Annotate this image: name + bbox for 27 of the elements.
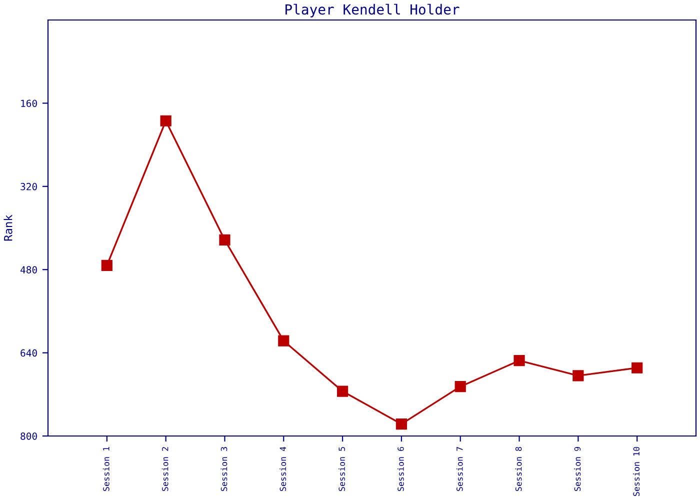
point <box>632 362 643 374</box>
x-tick-label: Session 10 <box>633 446 640 496</box>
x-tick-label: Session 5 <box>338 447 345 492</box>
point <box>572 370 584 382</box>
x-tick-label: Session 9 <box>574 446 581 492</box>
x-tick-label: Session 1 <box>102 446 110 492</box>
point <box>336 386 348 397</box>
y-tick-label: 480 <box>20 266 37 274</box>
x-tick-label: Session 8 <box>515 446 522 492</box>
point <box>219 234 230 246</box>
x-tick-label: Session 6 <box>397 446 404 492</box>
x-tick-label: Session 2 <box>162 447 168 492</box>
point <box>101 260 112 271</box>
point <box>514 355 525 366</box>
chart-title: Player Kendell Holder <box>286 4 460 18</box>
y-tick-label: 160 <box>21 100 37 108</box>
x-tick-label: Session 4 <box>280 446 286 492</box>
point <box>454 381 466 392</box>
point <box>278 335 290 346</box>
y-tick-label: 800 <box>20 432 37 440</box>
y-axis-title: Rank <box>4 214 12 241</box>
y-tick-label: 640 <box>20 349 37 357</box>
x-tick-label: Session 7 <box>456 447 463 492</box>
point <box>396 418 408 430</box>
y-tick-label: 320 <box>20 182 37 190</box>
x-tick-label: Session 3 <box>220 447 228 492</box>
point <box>160 115 172 126</box>
